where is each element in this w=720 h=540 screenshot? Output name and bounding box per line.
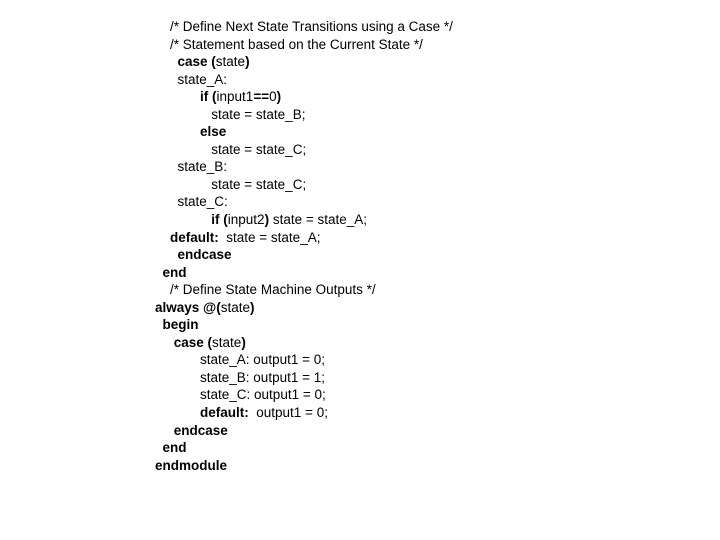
code-token: end: [163, 440, 187, 455]
code-token: state = state_B;: [211, 107, 305, 122]
code-token: ==: [253, 89, 269, 104]
code-token: state_C:: [178, 194, 228, 209]
code-line: else: [155, 123, 453, 141]
code-token: state_B:: [178, 159, 228, 174]
code-line: default: output1 = 0;: [155, 404, 453, 422]
code-line: state = state_C;: [155, 141, 453, 159]
code-token: state = state_A;: [269, 212, 367, 227]
code-token: end: [163, 265, 187, 280]
code-token: else: [200, 124, 226, 139]
code-token: state: [212, 335, 241, 350]
code-token: state_B: output1 = 1;: [200, 370, 325, 385]
code-token: state: [216, 54, 245, 69]
code-token: if (: [200, 89, 217, 104]
code-token: case (: [174, 335, 212, 350]
verilog-code-snippet: /* Define Next State Transitions using a…: [155, 18, 453, 474]
code-line: endmodule: [155, 457, 453, 475]
code-token: ): [277, 89, 282, 104]
code-line: /* Statement based on the Current State …: [155, 36, 453, 54]
code-line: endcase: [155, 246, 453, 264]
code-line: end: [155, 439, 453, 457]
code-line: /* Define Next State Transitions using a…: [155, 18, 453, 36]
code-token: endcase: [174, 423, 228, 438]
code-line: state_C: output1 = 0;: [155, 386, 453, 404]
code-token: input1: [217, 89, 254, 104]
code-line: state = state_C;: [155, 176, 453, 194]
code-line: if (input1==0): [155, 88, 453, 106]
code-token: if (: [211, 212, 228, 227]
code-token: ): [250, 300, 255, 315]
code-token: endcase: [178, 247, 232, 262]
code-token: input2: [228, 212, 265, 227]
code-line: begin: [155, 316, 453, 334]
code-line: state_B:: [155, 158, 453, 176]
code-line: if (input2) state = state_A;: [155, 211, 453, 229]
code-token: ): [241, 335, 246, 350]
code-token: always @(: [155, 300, 221, 315]
code-line: endcase: [155, 422, 453, 440]
code-token: /* Define State Machine Outputs */: [170, 282, 376, 297]
code-token: state_A:: [178, 72, 228, 87]
code-token: 0: [269, 89, 277, 104]
code-token: case (: [178, 54, 216, 69]
code-token: state_C: output1 = 0;: [200, 387, 326, 402]
code-line: state_B: output1 = 1;: [155, 369, 453, 387]
code-token: state = state_C;: [211, 142, 306, 157]
code-token: endmodule: [155, 458, 227, 473]
code-token: state: [221, 300, 250, 315]
code-line: state_A:: [155, 71, 453, 89]
code-token: state = state_C;: [211, 177, 306, 192]
code-line: case (state): [155, 334, 453, 352]
code-line: case (state): [155, 53, 453, 71]
code-line: state_A: output1 = 0;: [155, 351, 453, 369]
code-token: begin: [163, 317, 199, 332]
code-token: /* Statement based on the Current State …: [170, 37, 423, 52]
code-token: default:: [170, 230, 219, 245]
code-line: state = state_B;: [155, 106, 453, 124]
code-line: default: state = state_A;: [155, 229, 453, 247]
code-line: state_C:: [155, 193, 453, 211]
code-token: state = state_A;: [219, 230, 321, 245]
code-line: end: [155, 264, 453, 282]
code-token: default:: [200, 405, 249, 420]
code-token: /* Define Next State Transitions using a…: [170, 19, 453, 34]
code-line: always @(state): [155, 299, 453, 317]
code-line: /* Define State Machine Outputs */: [155, 281, 453, 299]
code-token: state_A: output1 = 0;: [200, 352, 325, 367]
code-token: ): [245, 54, 250, 69]
code-token: output1 = 0;: [249, 405, 328, 420]
